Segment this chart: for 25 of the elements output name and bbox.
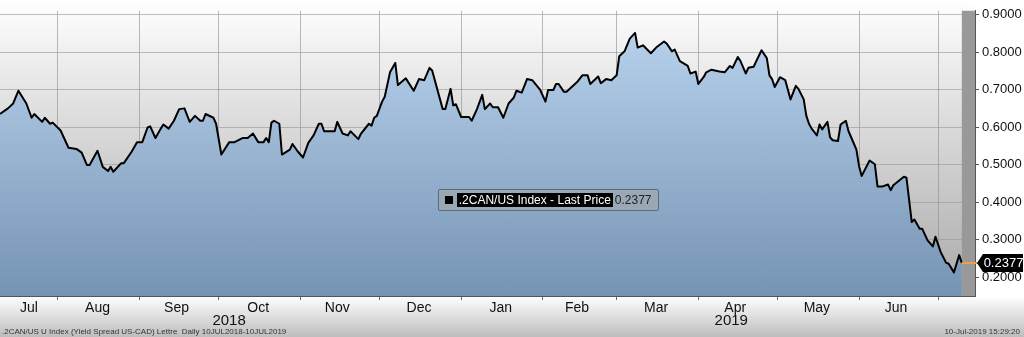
x-tick-label: Feb (565, 299, 590, 316)
x-tick-label: Jul (20, 299, 38, 316)
x-tick-label: Sep (164, 299, 190, 316)
x-tick-label: Mar (644, 299, 669, 316)
x-tick-label: Nov (324, 299, 350, 316)
x-tick-label: Oct (247, 299, 270, 316)
y-tick-label: 0.9000 (982, 6, 1022, 22)
x-tick-label: Aug (85, 299, 110, 316)
annotation: 0.2377 (983, 254, 1024, 270)
legend-label: .2CAN/US Index - Last Price (456, 192, 613, 207)
x-tick-label: Jun (884, 299, 908, 316)
y-tick-label: 0.7000 (982, 81, 1022, 97)
text: 10-Jul-2019 15:29:20 (944, 327, 1021, 337)
text: .2CAN/US U Index (Yield Spread US-CAD) Lettre Daily 10JUL2018-10JUL2019 (2, 327, 287, 337)
y-tick-label: 0.4000 (982, 193, 1022, 209)
text: 0.2377 (614, 192, 652, 207)
y-tick-label: 0.2000 (982, 268, 1022, 284)
y-tick-label: 0.3000 (982, 231, 1022, 247)
x-tick-label: Jan (489, 299, 512, 316)
y-tick-label: 0.5000 (982, 156, 1022, 172)
y-tick-label: 0.6000 (982, 118, 1022, 134)
x-tick-label: Dec (406, 299, 432, 316)
x-tick-label: May (803, 299, 831, 316)
y-tick-label: 0.8000 (982, 43, 1022, 59)
text: 2018 (212, 311, 246, 329)
